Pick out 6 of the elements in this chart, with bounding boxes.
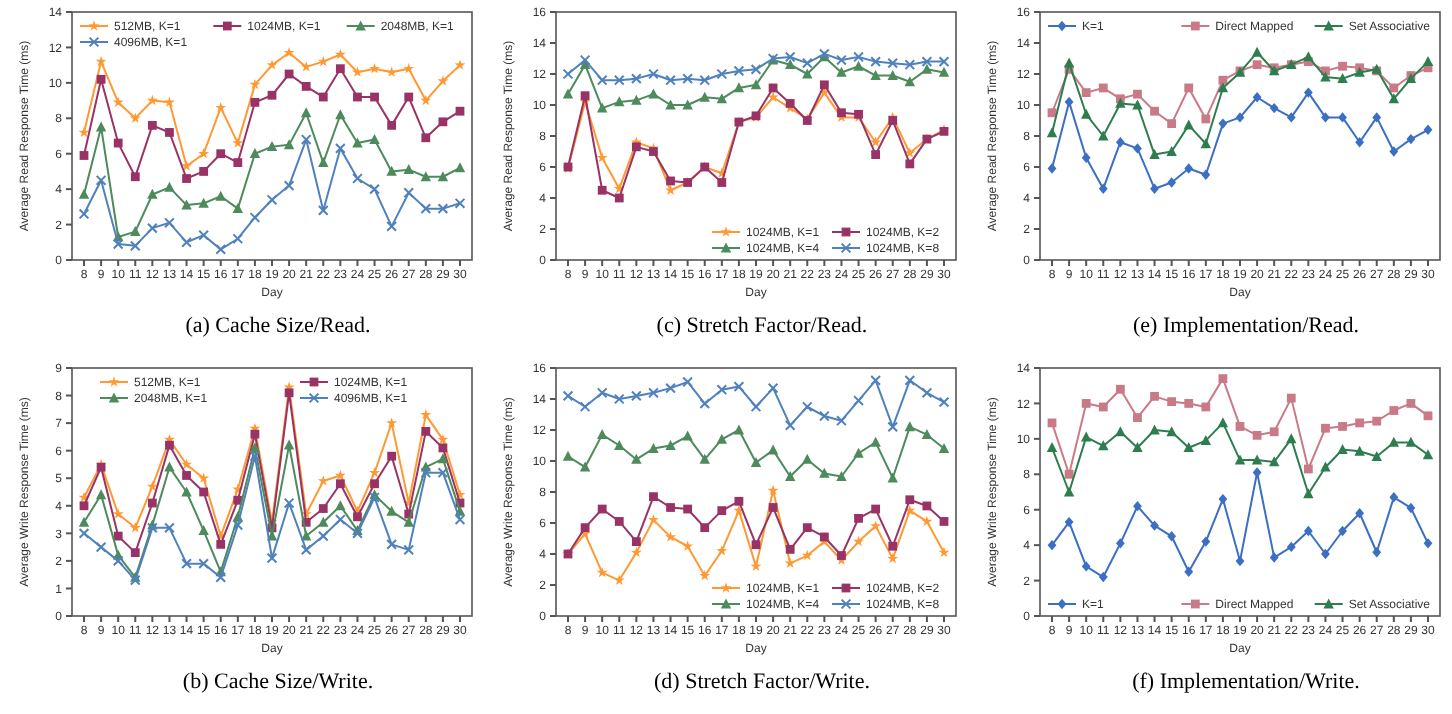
text: (e) Implementation/Read.: [1132, 314, 1360, 338]
text: (c) Stretch Factor/Read.: [656, 314, 868, 338]
text: (d) Stretch Factor/Write.: [654, 670, 871, 694]
text: (b) Cache Size/Write.: [182, 670, 374, 694]
text: (f) Implementation/Write.: [1132, 670, 1361, 694]
text: (a) Cache Size/Read.: [185, 314, 372, 338]
